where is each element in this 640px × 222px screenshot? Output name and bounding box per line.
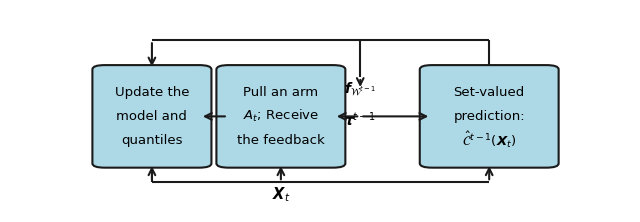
FancyBboxPatch shape (216, 65, 346, 168)
Text: $A_t$; Receive: $A_t$; Receive (243, 108, 319, 125)
Text: the feedback: the feedback (237, 134, 324, 147)
Text: model and: model and (116, 110, 188, 123)
Text: Pull an arm: Pull an arm (243, 86, 319, 99)
Text: prediction:: prediction: (453, 110, 525, 123)
Text: $\boldsymbol{\tau}^{t-1}$: $\boldsymbol{\tau}^{t-1}$ (344, 111, 376, 129)
Text: Update the: Update the (115, 86, 189, 99)
FancyBboxPatch shape (92, 65, 211, 168)
Text: $\boldsymbol{X}_t$: $\boldsymbol{X}_t$ (271, 186, 290, 204)
Text: $\hat{\mathcal{C}}^{t-1}(\boldsymbol{X}_t)$: $\hat{\mathcal{C}}^{t-1}(\boldsymbol{X}_… (462, 130, 516, 151)
Text: quantiles: quantiles (121, 134, 182, 147)
Text: $\boldsymbol{f}_{\mathcal{W}^{t-1}}$: $\boldsymbol{f}_{\mathcal{W}^{t-1}}$ (344, 80, 376, 98)
Text: Set-valued: Set-valued (454, 86, 525, 99)
FancyBboxPatch shape (420, 65, 559, 168)
